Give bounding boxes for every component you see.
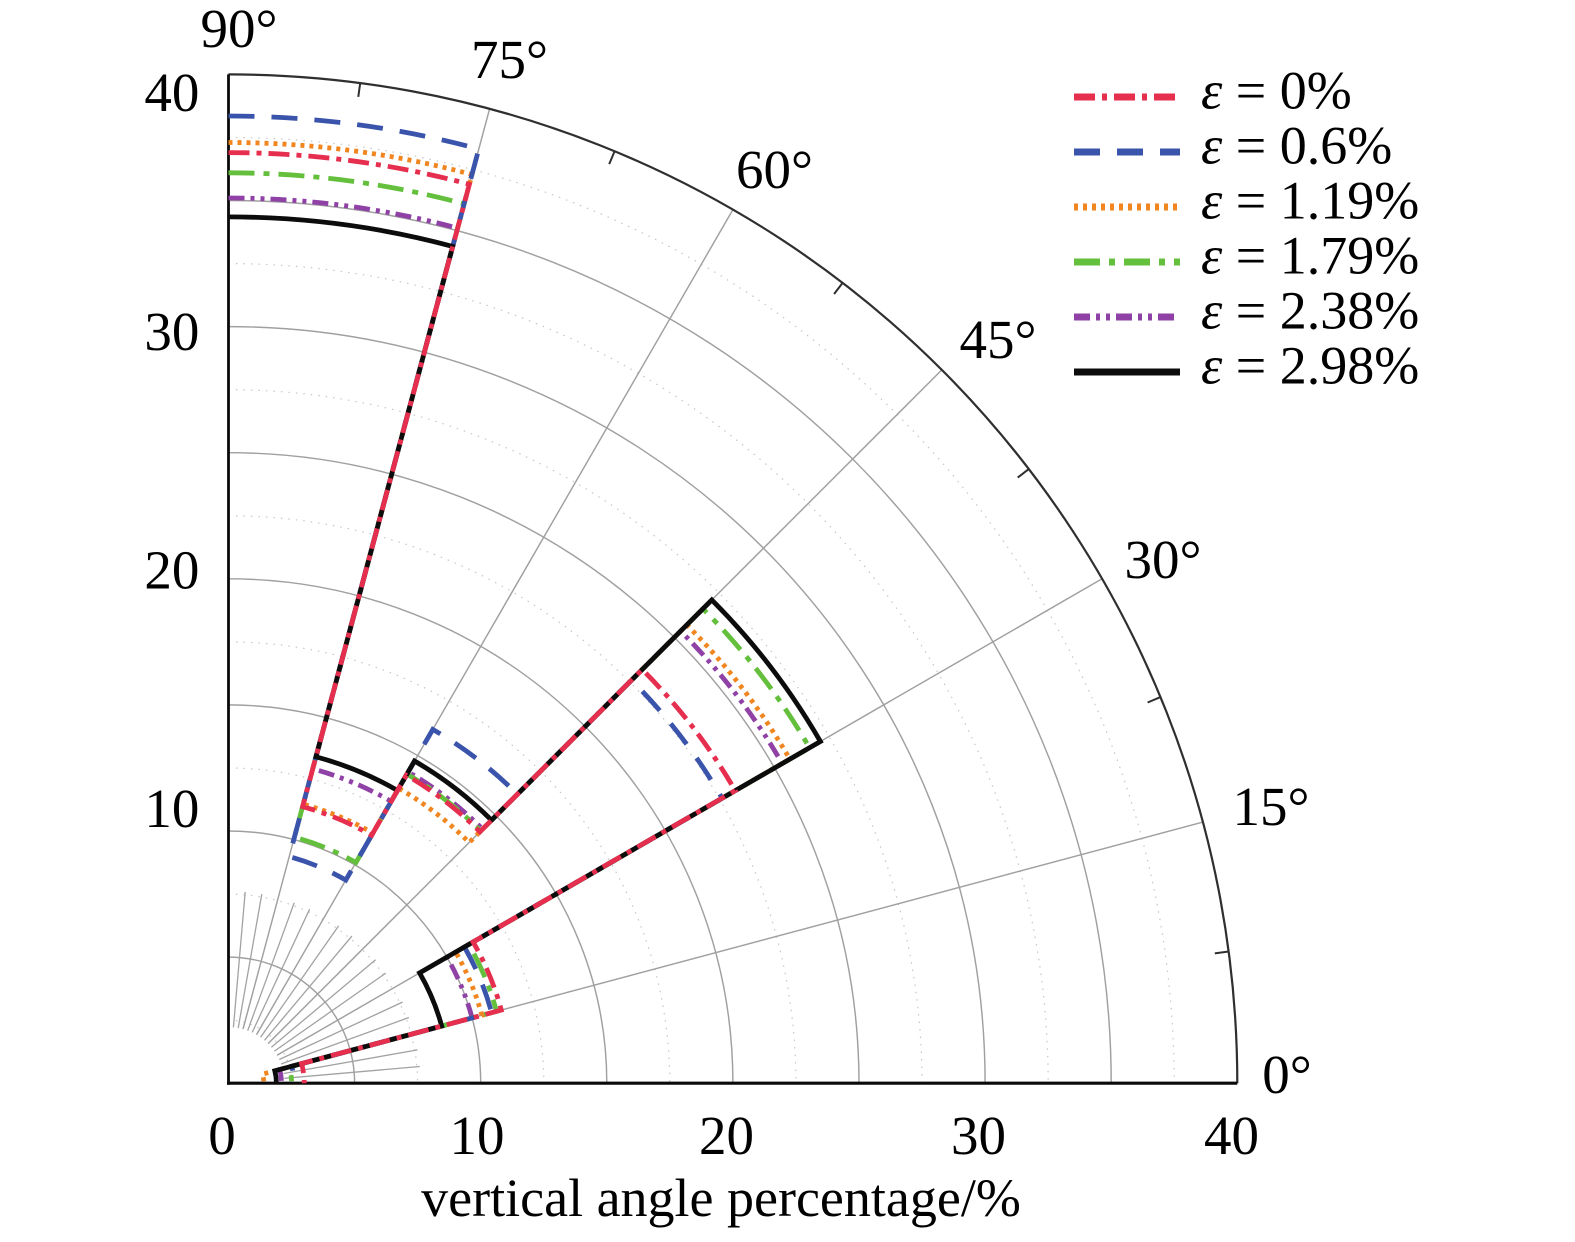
svg-text:20: 20 [144, 540, 199, 601]
svg-text:0: 0 [208, 1105, 236, 1166]
svg-text:15°: 15° [1233, 776, 1310, 837]
svg-text:20: 20 [699, 1105, 754, 1166]
svg-text:10: 10 [450, 1105, 505, 1166]
svg-text:40: 40 [1204, 1105, 1259, 1166]
svg-text:90°: 90° [201, 0, 278, 59]
svg-text:vertical angle percentage/%: vertical angle percentage/% [421, 1168, 1021, 1228]
svg-text:ε = 2.98%: ε = 2.98% [1201, 336, 1419, 396]
svg-text:45°: 45° [960, 309, 1037, 370]
svg-text:ε = 1.79%: ε = 1.79% [1201, 226, 1419, 286]
svg-text:60°: 60° [736, 139, 813, 200]
svg-text:40: 40 [144, 62, 199, 123]
svg-text:10: 10 [144, 778, 199, 839]
svg-text:30: 30 [951, 1105, 1006, 1166]
svg-text:30: 30 [144, 301, 199, 362]
svg-text:ε = 2.38%: ε = 2.38% [1201, 281, 1419, 341]
svg-text:75°: 75° [471, 29, 548, 90]
svg-text:0°: 0° [1262, 1044, 1312, 1105]
svg-text:ε = 0.6%: ε = 0.6% [1201, 116, 1392, 176]
svg-text:30°: 30° [1125, 529, 1202, 590]
svg-text:ε = 0%: ε = 0% [1201, 61, 1352, 121]
svg-text:ε = 1.19%: ε = 1.19% [1201, 171, 1419, 231]
